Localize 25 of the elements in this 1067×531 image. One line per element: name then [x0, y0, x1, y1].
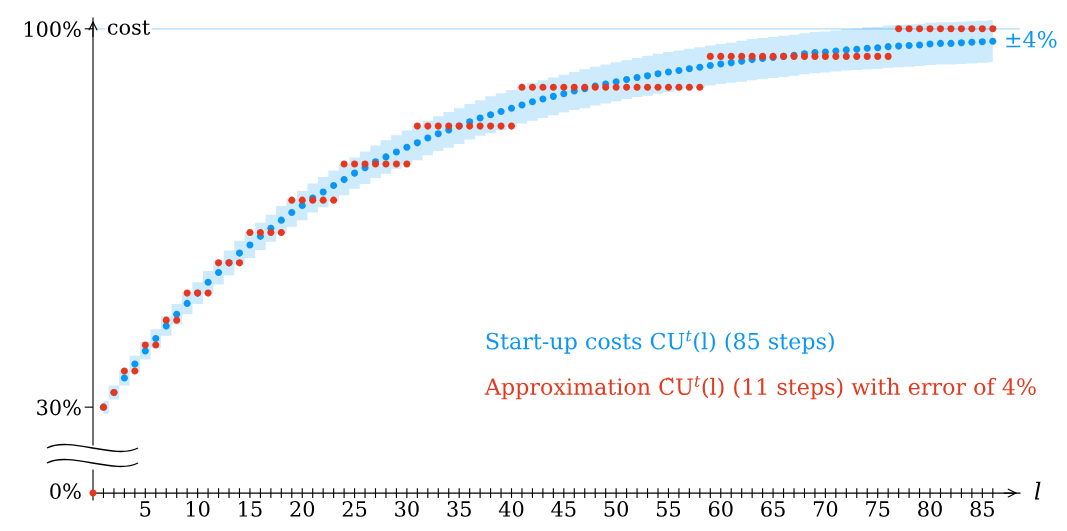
x-tick-label: 60 — [708, 501, 733, 517]
x-tick-label: 65 — [761, 501, 785, 517]
x-tick-label: 55 — [656, 501, 681, 517]
x-tick-label: 50 — [604, 501, 629, 517]
x-tick-label: 30 — [395, 501, 419, 517]
x-tick-label: 70 — [813, 501, 838, 517]
x-tick-label: 45 — [551, 501, 576, 517]
x-tick-label: 15 — [239, 501, 262, 517]
x-tick-label: 35 — [447, 501, 471, 517]
x-tick-label: 20 — [290, 501, 315, 517]
data-label: 0% — [50, 483, 81, 500]
text: Start-up costs CU$^{t}$(l) (85 steps) — [486, 330, 834, 354]
y-tick-label: 100% — [24, 21, 81, 38]
text: Approximation C̃U$^{t}$(l) (11 steps) with error of 4% — [484, 376, 1036, 400]
x-tick-label: 5 — [140, 501, 151, 517]
x-tick-label: 25 — [342, 501, 367, 517]
x-tick-label: 80 — [918, 501, 942, 517]
x-tick-label: 75 — [866, 501, 890, 517]
x-tick-label: 10 — [186, 501, 210, 517]
x-tick-label: 40 — [498, 501, 524, 517]
y-axis-title: cost — [107, 20, 150, 35]
y-tick-label: 30% — [37, 399, 81, 416]
x-tick-label: 85 — [970, 501, 994, 517]
annotation: ±4% — [1006, 30, 1057, 48]
x-axis-title: l — [1034, 481, 1041, 500]
